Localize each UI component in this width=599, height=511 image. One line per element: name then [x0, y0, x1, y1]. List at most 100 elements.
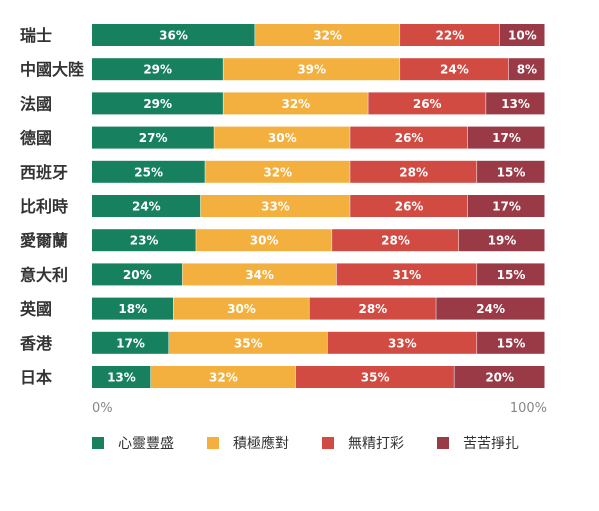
bar-segment — [92, 331, 169, 354]
category-label: 香港 — [19, 334, 53, 353]
data-label: 33% — [261, 200, 290, 214]
legend-item: 苦苦掙扎 — [437, 433, 552, 453]
bar-segment — [173, 297, 309, 320]
bar-segment — [92, 195, 201, 217]
bar-segment — [92, 366, 151, 388]
data-label: 26% — [395, 131, 424, 145]
bar-segment — [150, 366, 296, 388]
bar-segment — [92, 126, 214, 149]
data-label: 22% — [436, 29, 465, 43]
bar-segment — [169, 331, 328, 354]
category-label: 德國 — [20, 129, 52, 148]
bar-segment — [486, 92, 545, 115]
data-label: 32% — [263, 165, 292, 179]
category-label: 意大利 — [20, 265, 68, 284]
data-label: 19% — [488, 234, 517, 248]
data-label: 31% — [392, 268, 421, 282]
data-label: 32% — [281, 97, 310, 111]
bar-segment — [223, 92, 368, 115]
bar-segment — [182, 263, 337, 286]
data-label: 15% — [497, 165, 526, 179]
bar-segment — [92, 160, 205, 183]
data-label: 23% — [130, 234, 159, 248]
data-label: 15% — [497, 336, 526, 350]
data-label: 34% — [245, 268, 274, 282]
data-label: 33% — [388, 336, 417, 350]
bar-segment — [350, 126, 468, 149]
data-label: 20% — [485, 371, 514, 385]
data-label: 32% — [209, 371, 238, 385]
bar-segment — [350, 160, 477, 183]
bar-segment — [223, 58, 400, 81]
bar-segment — [467, 195, 545, 217]
data-label: 28% — [358, 302, 387, 316]
bar-segment — [327, 331, 477, 354]
data-label: 17% — [492, 200, 521, 214]
bar-segment — [336, 263, 477, 286]
data-label: 35% — [361, 371, 390, 385]
category-label: 比利時 — [20, 197, 68, 216]
data-label: 32% — [313, 29, 342, 43]
data-label: 24% — [440, 63, 469, 77]
category-label: 中國大陸 — [20, 60, 84, 79]
chart-legend: 心靈豐盛 積極應對 無精打彩 苦苦掙扎 — [92, 433, 552, 453]
data-label: 24% — [476, 302, 505, 316]
data-label: 17% — [492, 131, 521, 145]
legend-item: 心靈豐盛 — [92, 433, 207, 453]
data-label: 10% — [508, 29, 537, 43]
data-label: 26% — [413, 97, 442, 111]
bar-segment — [295, 366, 454, 388]
bar-segment — [454, 366, 545, 388]
bar-segment — [499, 24, 545, 46]
category-label: 西班牙 — [20, 163, 68, 182]
data-label: 13% — [501, 97, 530, 111]
legend-swatch — [437, 437, 449, 449]
data-label: 29% — [143, 97, 172, 111]
bar-segment — [309, 297, 436, 320]
data-label: 27% — [139, 131, 168, 145]
category-label: 瑞士 — [20, 26, 52, 45]
data-label: 13% — [107, 371, 136, 385]
legend-item: 積極應對 — [207, 433, 322, 453]
data-label: 15% — [497, 268, 526, 282]
data-label: 30% — [268, 131, 297, 145]
data-label: 24% — [132, 200, 161, 214]
data-label: 30% — [250, 234, 279, 248]
category-label: 法國 — [20, 94, 52, 113]
data-label: 29% — [143, 63, 172, 77]
legend-label: 無精打彩 — [348, 436, 404, 452]
data-label: 28% — [399, 165, 428, 179]
legend-swatch — [207, 437, 219, 449]
bar-segment — [508, 58, 545, 81]
data-label: 26% — [395, 200, 424, 214]
data-label: 20% — [123, 268, 152, 282]
bar-segment — [92, 297, 174, 320]
legend-item: 無精打彩 — [322, 433, 437, 453]
data-label: 36% — [159, 29, 188, 43]
data-label: 30% — [227, 302, 256, 316]
bar-segment — [205, 160, 350, 183]
bar-segment — [477, 263, 545, 286]
bar-segment — [400, 58, 509, 81]
bar-segment — [332, 229, 459, 252]
bar-segment — [200, 195, 350, 217]
bar-segment — [214, 126, 350, 149]
data-label: 25% — [134, 165, 163, 179]
bar-segment — [92, 229, 196, 252]
category-label: 英國 — [19, 300, 52, 319]
data-label: 28% — [381, 234, 410, 248]
x-tick-label-max: 100% — [510, 401, 547, 416]
bar-segment — [196, 229, 332, 252]
category-label: 愛爾蘭 — [20, 231, 68, 250]
data-label: 18% — [118, 302, 147, 316]
bar-segment — [458, 229, 545, 252]
bar-segment — [92, 58, 223, 81]
bar-segment — [477, 331, 545, 354]
bar-segment — [436, 297, 545, 320]
x-tick-label-min: 0% — [92, 401, 113, 416]
data-label: 35% — [234, 336, 263, 350]
data-label: 17% — [116, 336, 145, 350]
bar-segment — [350, 195, 468, 217]
category-label: 日本 — [20, 368, 52, 387]
